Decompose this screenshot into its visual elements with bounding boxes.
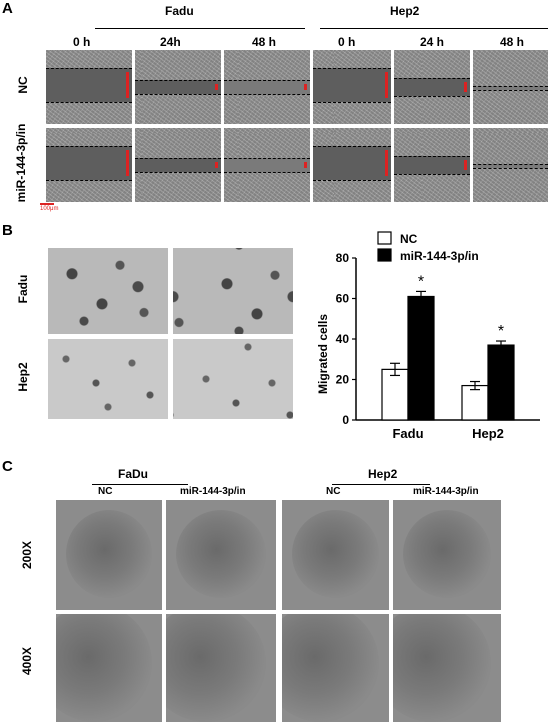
- group-label-fadu: Fadu: [165, 4, 194, 18]
- scratch-wound-image: [135, 50, 221, 124]
- row-label-fadu: Fadu: [16, 274, 30, 304]
- spheroid-image: [56, 614, 162, 722]
- column-label: NC: [98, 486, 113, 497]
- scratch-wound-image: [473, 128, 548, 202]
- column-label: miR-144-3p/in: [180, 486, 246, 497]
- transwell-image-hep2-mir: [173, 339, 293, 419]
- chart-legend: NC miR-144-3p/in: [377, 231, 479, 263]
- panel-c-letter: C: [2, 458, 13, 475]
- scratch-wound-image: [224, 50, 310, 124]
- transwell-image-fadu-mir: [173, 248, 293, 334]
- scratch-wound-image: [394, 128, 470, 202]
- transwell-image-fadu-nc: [48, 248, 168, 334]
- group-line-fadu-c: [92, 484, 188, 485]
- group-line-hep2: [320, 28, 548, 29]
- scale-bar-label: 100μm: [40, 206, 59, 212]
- y-axis-label: Migrated cells: [316, 314, 330, 394]
- legend-label: miR-144-3p/in: [400, 249, 479, 263]
- y-tick-label: 40: [336, 332, 350, 346]
- migration-bar-chart: NC miR-144-3p/in Migrated cells 0 20 40 60 80…: [316, 231, 540, 441]
- group-label-hep2: Hep2: [390, 4, 420, 18]
- scale-bar: [40, 203, 54, 205]
- scratch-wound-image: [46, 50, 132, 124]
- row-label-mir: miR-144-3p/in: [14, 123, 28, 203]
- y-tick-label: 20: [336, 373, 350, 387]
- panel-a-letter: A: [2, 0, 13, 17]
- spheroid-image: [393, 614, 501, 722]
- y-tick-label: 80: [336, 251, 350, 265]
- scratch-wound-image: [46, 128, 132, 202]
- spheroid-image: [166, 614, 276, 722]
- legend-label: NC: [400, 232, 418, 246]
- group-line-hep2-c: [332, 484, 430, 485]
- scratch-wound-image: [473, 50, 548, 124]
- bar: [487, 344, 515, 421]
- scratch-wound-image: [135, 128, 221, 202]
- row-label-400x: 400X: [20, 646, 34, 676]
- time-label: 48 h: [500, 35, 525, 49]
- scratch-wound-image: [313, 128, 391, 202]
- scratch-wound-image: [224, 128, 310, 202]
- panel-b-letter: B: [2, 222, 13, 239]
- bar: [381, 368, 409, 421]
- spheroid-image: [282, 614, 389, 722]
- row-label-200x: 200X: [20, 540, 34, 570]
- row-label-nc: NC: [16, 76, 30, 94]
- column-label: miR-144-3p/in: [413, 486, 479, 497]
- bar: [407, 295, 435, 421]
- time-label: 24h: [160, 35, 181, 49]
- legend-swatch: [377, 231, 392, 245]
- spheroid-image: [282, 500, 389, 610]
- scratch-wound-image: [394, 50, 470, 124]
- row-label-hep2: Hep2: [16, 362, 30, 392]
- significance-star: *: [498, 323, 504, 340]
- group-label-hep2-c: Hep2: [368, 467, 398, 481]
- legend-swatch: [377, 248, 392, 262]
- significance-star: *: [418, 273, 424, 290]
- y-tick-label: 60: [336, 292, 350, 306]
- scratch-wound-image: [313, 50, 391, 124]
- time-label: 24 h: [420, 35, 445, 49]
- column-label: NC: [326, 486, 341, 497]
- time-label: 0 h: [338, 35, 356, 49]
- transwell-image-hep2-nc: [48, 339, 168, 419]
- bar: [461, 384, 489, 421]
- group-line-fadu: [95, 28, 305, 29]
- time-label: 48 h: [252, 35, 277, 49]
- x-tick-label: Fadu: [392, 426, 423, 441]
- spheroid-image: [393, 500, 501, 610]
- plot-area: 0 20 40 60 80 * Fadu * Hep2: [336, 251, 540, 441]
- group-label-fadu-c: FaDu: [118, 467, 148, 481]
- spheroid-image: [56, 500, 162, 610]
- spheroid-image: [166, 500, 276, 610]
- x-tick-label: Hep2: [472, 426, 504, 441]
- y-tick-label: 0: [342, 413, 349, 427]
- time-label: 0 h: [73, 35, 91, 49]
